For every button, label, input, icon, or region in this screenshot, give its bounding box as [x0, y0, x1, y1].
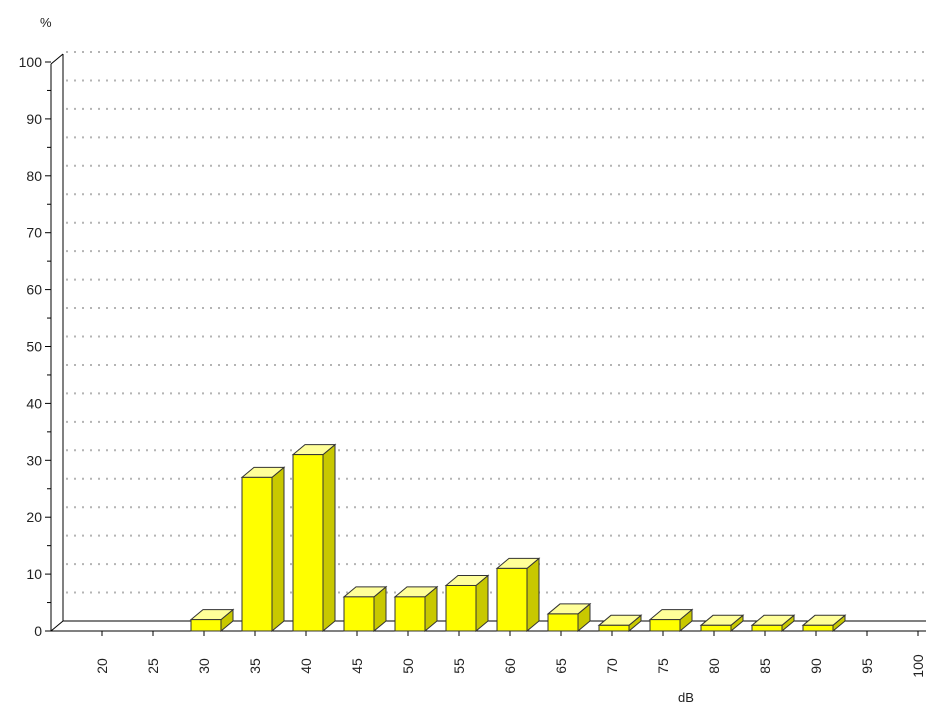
bar	[801, 614, 847, 633]
bar-front	[547, 613, 579, 632]
x-tick-label: 20	[94, 658, 110, 674]
x-tick-label: 45	[349, 658, 365, 674]
bar	[393, 585, 439, 633]
bar	[699, 614, 745, 633]
bar-front	[802, 624, 834, 632]
y-tick-label: 40	[26, 395, 42, 411]
bar-side	[271, 466, 285, 633]
bar-front	[751, 624, 783, 632]
y-axis-label: %	[40, 15, 52, 30]
bar	[750, 614, 796, 633]
x-tick-label: 100	[910, 654, 926, 678]
bars	[189, 443, 847, 633]
bar-front	[598, 624, 630, 632]
x-tick-label: 35	[247, 658, 263, 674]
y-tick-label: 80	[26, 168, 42, 184]
bar-front	[394, 596, 426, 632]
x-tick-label: 75	[655, 658, 671, 674]
bar-front	[496, 567, 528, 632]
x-tick-label: 90	[808, 658, 824, 674]
x-tick-label: 40	[298, 658, 314, 674]
bar-front	[445, 584, 477, 632]
axes	[45, 53, 926, 636]
y-tick-label: 70	[26, 225, 42, 241]
y-tick-label: 30	[26, 452, 42, 468]
y-tick-labels: 0 10 20 30 40 50 60 70 80 90 100	[19, 54, 43, 639]
bar-front	[700, 624, 732, 632]
x-tick-label: 60	[502, 658, 518, 674]
bar	[342, 585, 388, 633]
bar	[597, 614, 643, 633]
bar	[648, 608, 694, 633]
bar-front	[292, 454, 324, 632]
x-tick-label: 30	[196, 658, 212, 674]
x-tick-label: 50	[400, 658, 416, 674]
bar-front	[343, 596, 375, 632]
y-tick-label: 60	[26, 282, 42, 298]
y-axis-top-edge	[50, 53, 64, 65]
y-tick-label: 0	[34, 623, 42, 639]
bar-side	[322, 443, 336, 633]
x-tick-label: 85	[757, 658, 773, 674]
y-tick-label: 10	[26, 566, 42, 582]
bar-side	[526, 557, 540, 633]
y-tick-label: 20	[26, 509, 42, 525]
x-axis-label: dB	[678, 690, 694, 705]
bar	[546, 602, 592, 633]
bar-front	[190, 619, 222, 632]
y-tick-label: 90	[26, 111, 42, 127]
y-tick-label: 100	[19, 54, 43, 70]
y-tick-label: 50	[26, 339, 42, 355]
x-tick-label: 25	[145, 658, 161, 674]
x-tick-label: 65	[553, 658, 569, 674]
floor-edge-line	[50, 620, 64, 632]
x-tick-label: 95	[859, 658, 875, 674]
bar	[189, 608, 235, 633]
bar	[495, 557, 541, 633]
x-tick-label: 70	[604, 658, 620, 674]
bar-front	[241, 476, 273, 632]
bar	[291, 443, 337, 633]
x-tick-labels: 20 25 30 35 40 45 50 55 60 65 70 75 80 85 90 95 100	[94, 654, 926, 678]
bar	[240, 466, 286, 633]
bar	[444, 574, 490, 633]
x-tick-label: 80	[706, 658, 722, 674]
bar-front	[649, 619, 681, 632]
grid-lines	[66, 51, 926, 594]
x-tick-label: 55	[451, 658, 467, 674]
